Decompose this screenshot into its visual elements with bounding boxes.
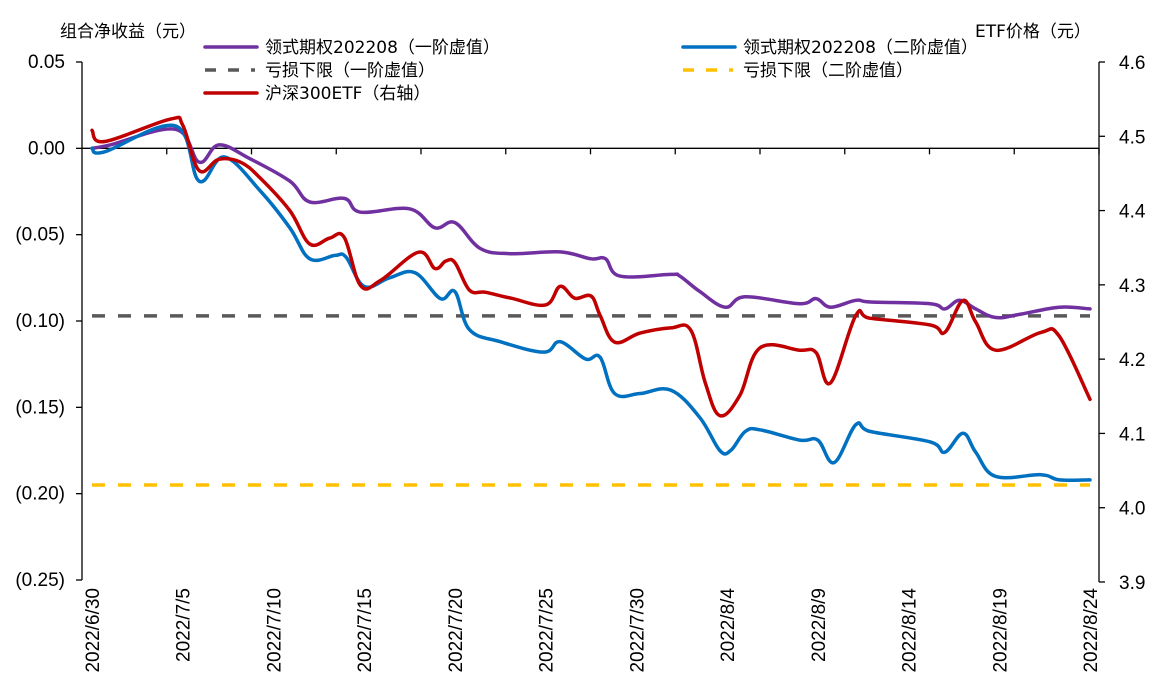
legend-item: 亏损下限（二阶虚值） (683, 61, 913, 81)
x-axis-date-label: 2022/7/15 (355, 588, 376, 673)
right-axis-title: ETF价格（元） (975, 22, 1091, 42)
legend-label: 领式期权202208（二阶虚值） (743, 38, 978, 58)
left-axis-tick-label: (0.20) (15, 484, 65, 505)
x-axis-date-label: 2022/7/10 (264, 588, 285, 673)
right-axis-tick-label: 4.0 (1119, 499, 1145, 520)
legend-label: 亏损下限（二阶虚值） (743, 61, 913, 81)
series-line-0 (90, 127, 1092, 320)
x-axis-date-label: 2022/8/9 (809, 588, 830, 662)
right-axis-tick-label: 3.9 (1119, 573, 1145, 594)
x-axis-date-label: 2022/8/4 (718, 588, 739, 662)
left-axis-title: 组合净收益（元） (60, 22, 196, 42)
left-axis-tick-label: (0.25) (15, 570, 65, 591)
left-axis-tick-label: 0.05 (28, 52, 65, 73)
right-axis-tick-label: 4.5 (1119, 127, 1145, 148)
x-axis-date-label: 2022/8/24 (1081, 588, 1102, 673)
right-axis-tick-label: 4.6 (1119, 53, 1145, 74)
left-axis-tick-label: 0.00 (28, 138, 65, 159)
axes: 0.05 0.00 (0.05) (0.10) (0.15) (0.20) (0.25) 4.… (15, 52, 1145, 673)
x-axis-date-label: 2022/8/19 (990, 588, 1011, 673)
right-axis-tick-label: 4.1 (1119, 424, 1145, 445)
left-axis-tick-label: (0.10) (15, 311, 65, 332)
series-layer (90, 115, 1092, 487)
legend-item: 领式期权202208（一阶虚值） (203, 38, 500, 58)
legend-item: 亏损下限（一阶虚值） (205, 61, 435, 81)
legend: 领式期权202208（一阶虚值） 领式期权202208（二阶虚值） 亏损下限（一阶虚… (203, 38, 978, 104)
legend-item: 沪深300ETF（右轴） (203, 84, 430, 104)
series-line-1 (90, 123, 1092, 483)
right-axis-tick-label: 4.2 (1119, 350, 1145, 371)
legend-item: 领式期权202208（二阶虚值） (681, 38, 978, 58)
left-axis-tick-label: (0.15) (15, 397, 65, 418)
legend-label: 亏损下限（一阶虚值） (265, 61, 435, 81)
x-axis-date-label: 2022/7/20 (446, 588, 467, 673)
right-axis-tick-label: 4.4 (1119, 202, 1146, 223)
x-axis-date-label: 2022/8/14 (900, 588, 921, 673)
legend-label: 领式期权202208（一阶虚值） (265, 38, 500, 58)
x-axis-date-label: 2022/7/25 (537, 588, 558, 673)
x-axis-date-label: 2022/7/30 (627, 588, 648, 673)
left-axis-tick-label: (0.05) (15, 225, 65, 246)
legend-label: 沪深300ETF（右轴） (265, 84, 430, 104)
x-axis-date-label: 2022/7/5 (174, 588, 195, 662)
right-axis-tick-label: 4.3 (1119, 276, 1145, 297)
x-axis-date-label: 2022/6/30 (83, 588, 104, 673)
series-line-4 (90, 115, 1092, 418)
